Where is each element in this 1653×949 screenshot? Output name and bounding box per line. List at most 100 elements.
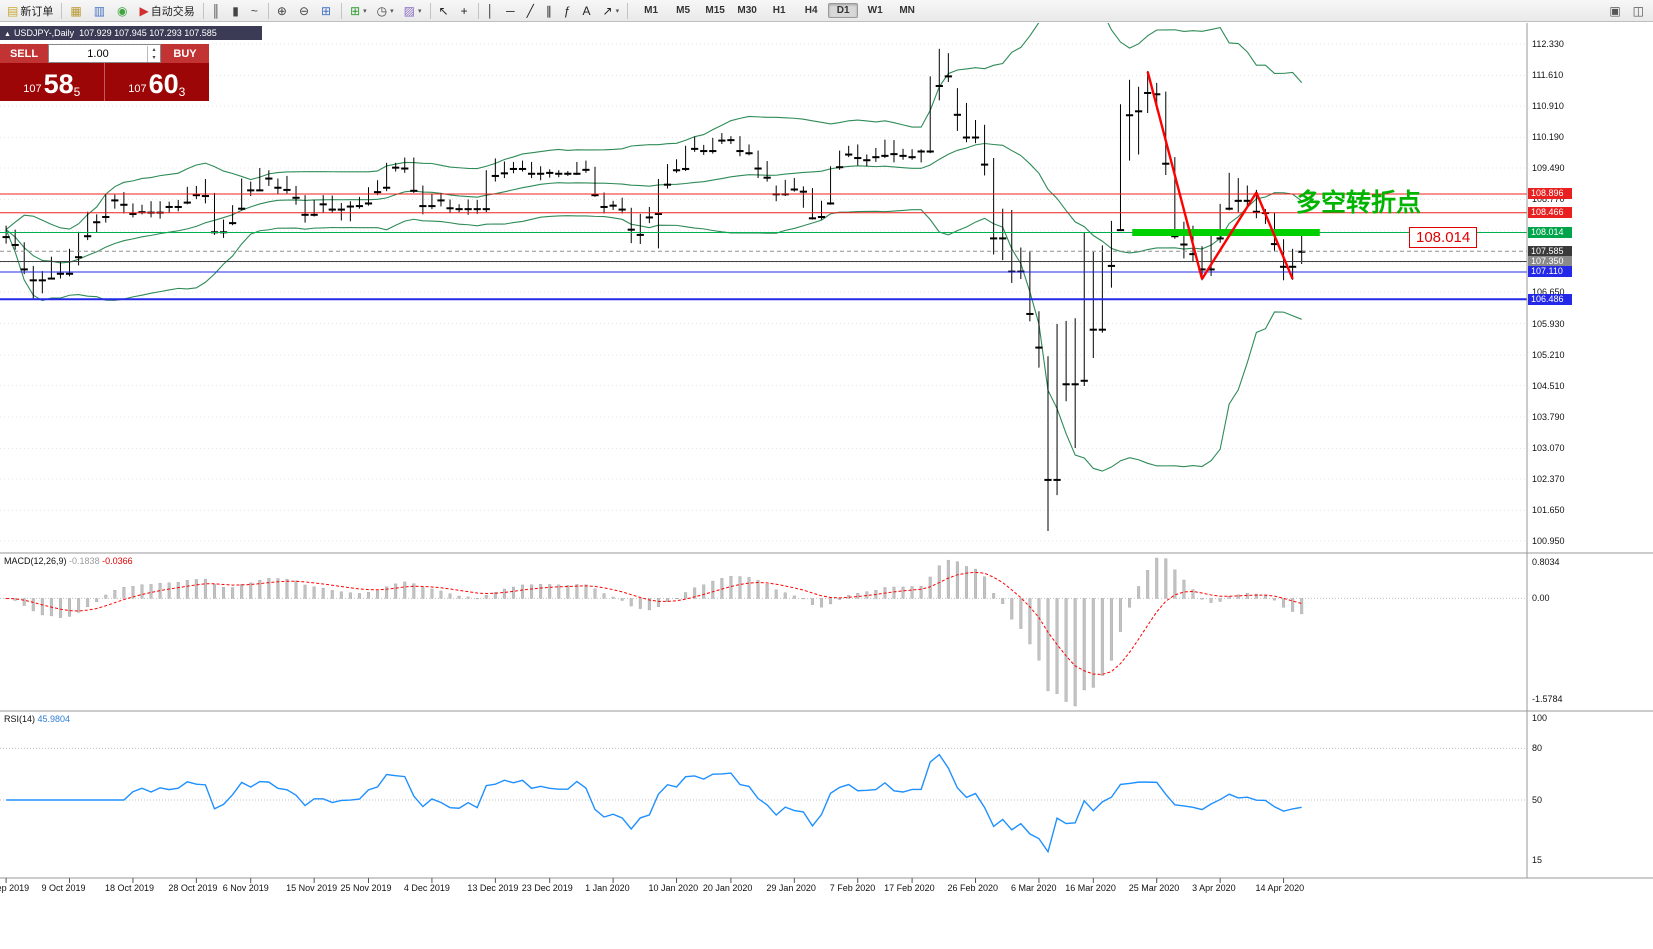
date-axis-label: 26 Feb 2020 <box>947 883 999 893</box>
macd-scale-max: 0.8034 <box>1532 557 1560 567</box>
timeframe-m15-button[interactable]: M15 <box>705 5 725 16</box>
tile-windows-icon[interactable]: ⊞ <box>317 1 337 21</box>
window-cascade-icon[interactable]: ▣ <box>1605 1 1626 21</box>
chart-title-bar[interactable]: ▲ USDJPY-,Daily 107.929 107.945 107.293 1… <box>0 26 262 40</box>
volume-down-icon[interactable]: ▾ <box>152 54 156 61</box>
channel-icon[interactable]: ∥ <box>542 1 558 21</box>
price-scale-label: 110.910 <box>1532 101 1564 112</box>
date-axis-label: 20 Jan 2020 <box>702 883 753 893</box>
toolbar-separator <box>61 2 63 19</box>
date-axis-label: 23 Dec 2019 <box>521 883 573 893</box>
price-scale-label: 103.070 <box>1532 443 1565 454</box>
price-scale-label: 102.370 <box>1532 473 1565 484</box>
trendline-icon-icon: ╱ <box>526 3 534 18</box>
sell-price[interactable]: 107 58 5 <box>0 63 105 101</box>
toolbar-separator <box>477 2 479 19</box>
dropdown-arrow-icon[interactable]: ▾ <box>363 7 367 15</box>
date-axis-label: 25 Nov 2019 <box>340 883 392 893</box>
crosshair-icon-icon: + <box>460 3 468 18</box>
toolbar-right-group: ▣ ◫ <box>1604 1 1651 21</box>
macd-scale-min: -1.5784 <box>1532 694 1563 704</box>
fibonacci-icon[interactable]: ƒ <box>560 1 577 21</box>
timeframe-h1-button[interactable]: H1 <box>772 5 786 16</box>
sell-button[interactable]: SELL <box>0 44 48 63</box>
price-tag: 107.585 <box>1528 245 1572 257</box>
zoom-in-icon[interactable]: ⊕ <box>273 1 293 21</box>
dropdown-arrow-icon[interactable]: ▾ <box>418 7 422 15</box>
chart-title-symbol: USDJPY-,Daily <box>13 28 75 38</box>
volume-input[interactable]: 1.00 ▴ ▾ <box>48 44 161 63</box>
market-watch-icon[interactable]: ▦ <box>66 1 87 21</box>
date-axis-label: 28 Oct 2019 <box>168 883 218 893</box>
price-tag: 106.486 <box>1528 293 1572 305</box>
buy-button[interactable]: BUY <box>161 44 209 63</box>
horizontal-line-icon-icon: ─ <box>506 3 515 18</box>
arrows-icon[interactable]: ↗ ▾ <box>599 1 624 21</box>
auto-trading-button[interactable]: ▶ 自动交易 <box>136 1 199 21</box>
timeframe-mn-button[interactable]: MN <box>899 5 915 16</box>
new-order-button[interactable]: ▤ 新订单 <box>3 1 57 21</box>
dropdown-arrow-icon[interactable]: ▾ <box>615 7 620 15</box>
dropdown-arrow-icon[interactable]: ▾ <box>390 7 394 15</box>
line-chart-icon[interactable]: ~ <box>247 1 264 21</box>
toolbar-separator <box>341 2 343 19</box>
price-scale-label: 111.610 <box>1532 70 1564 81</box>
rsi-label: RSI(14) 45.9804 <box>4 714 70 724</box>
text-icon[interactable]: A <box>579 1 597 21</box>
date-axis-label: 15 Nov 2019 <box>286 883 338 893</box>
date-axis-label: 10 Jan 2020 <box>648 883 699 893</box>
periods-icon[interactable]: ◷ ▾ <box>373 1 398 21</box>
price-tag: 108.014 <box>1528 226 1572 238</box>
vertical-line-icon[interactable]: │ <box>483 1 501 21</box>
buy-price[interactable]: 107 60 3 <box>105 63 210 101</box>
volume-stepper[interactable]: ▴ ▾ <box>147 45 160 62</box>
channel-icon-icon: ∥ <box>545 3 552 18</box>
rsi-name: RSI(14) <box>4 714 36 724</box>
buy-price-big: 60 <box>148 69 179 99</box>
date-axis-label: 16 Mar 2020 <box>1065 883 1116 893</box>
timeframe-d1-button[interactable]: D1 <box>828 3 859 18</box>
date-axis-label: 17 Feb 2020 <box>884 883 935 893</box>
templates-icon[interactable]: ▨ ▾ <box>400 1 426 21</box>
crosshair-icon[interactable]: + <box>457 1 474 21</box>
data-window-icon[interactable]: ▥ <box>90 1 111 21</box>
toolbar: ▤ 新订单 ▦ ▥ ◉ ▶ 自动交易 ║ ▮ ~ ⊕ ⊖ ⊞ ⊞ ▾ ◷ ▾ ▨ ▾ ↖ + │ ─ ╱ ∥ ƒ A ↗ ▾ M1 M5 M1… <box>0 0 1653 22</box>
navigator-icon[interactable]: ◉ <box>113 1 133 21</box>
vertical-line-icon-icon: │ <box>486 3 495 18</box>
indicators-icon-icon: ⊞ <box>350 3 361 18</box>
periods-icon-icon: ◷ <box>376 3 388 18</box>
rsi-scale-label: 50 <box>1532 795 1543 805</box>
bar-chart-icon-icon: ║ <box>211 3 221 18</box>
price-scale-label: 112.330 <box>1532 39 1564 49</box>
price-tag: 107.110 <box>1528 266 1572 278</box>
indicators-icon[interactable]: ⊞ ▾ <box>346 1 371 21</box>
date-axis-label: 1 Jan 2020 <box>585 883 630 893</box>
trendline-icon[interactable]: ╱ <box>523 1 540 21</box>
collapse-icon[interactable]: ▲ <box>4 31 11 38</box>
price-scale-label: 101.650 <box>1532 505 1565 516</box>
price-tag: 107.350 <box>1528 255 1572 267</box>
volume-up-icon[interactable]: ▴ <box>152 46 156 53</box>
one-click-trading-panel: SELL 1.00 ▴ ▾ BUY 107 58 5 107 60 3 <box>0 44 209 101</box>
toolbar-separator <box>202 2 204 19</box>
timeframe-m1-button[interactable]: M1 <box>644 5 659 16</box>
timeframe-m30-button[interactable]: M30 <box>737 5 757 16</box>
navigator-icon-icon: ◉ <box>117 3 128 18</box>
templates-icon-icon: ▨ <box>403 3 415 18</box>
window-tile-icon[interactable]: ◫ <box>1629 1 1650 21</box>
rsi-scale-label: 15 <box>1532 855 1543 866</box>
timeframe-m5-button[interactable]: M5 <box>676 5 691 16</box>
zoom-out-icon[interactable]: ⊖ <box>295 1 315 21</box>
candlestick-chart-icon[interactable]: ▮ <box>228 1 245 21</box>
window-cascade-icon: ▣ <box>1609 3 1621 18</box>
timeframe-h4-button[interactable]: H4 <box>804 5 818 16</box>
toolbar-separator <box>429 2 431 19</box>
market-watch-icon-icon: ▦ <box>70 3 82 18</box>
cursor-icon[interactable]: ↖ <box>435 1 455 21</box>
timeframe-w1-button[interactable]: W1 <box>867 5 883 16</box>
bar-chart-icon[interactable]: ║ <box>208 1 227 21</box>
horizontal-line-icon[interactable]: ─ <box>502 1 521 21</box>
volume-value[interactable]: 1.00 <box>87 47 109 60</box>
price-tag: 108.466 <box>1528 207 1572 219</box>
